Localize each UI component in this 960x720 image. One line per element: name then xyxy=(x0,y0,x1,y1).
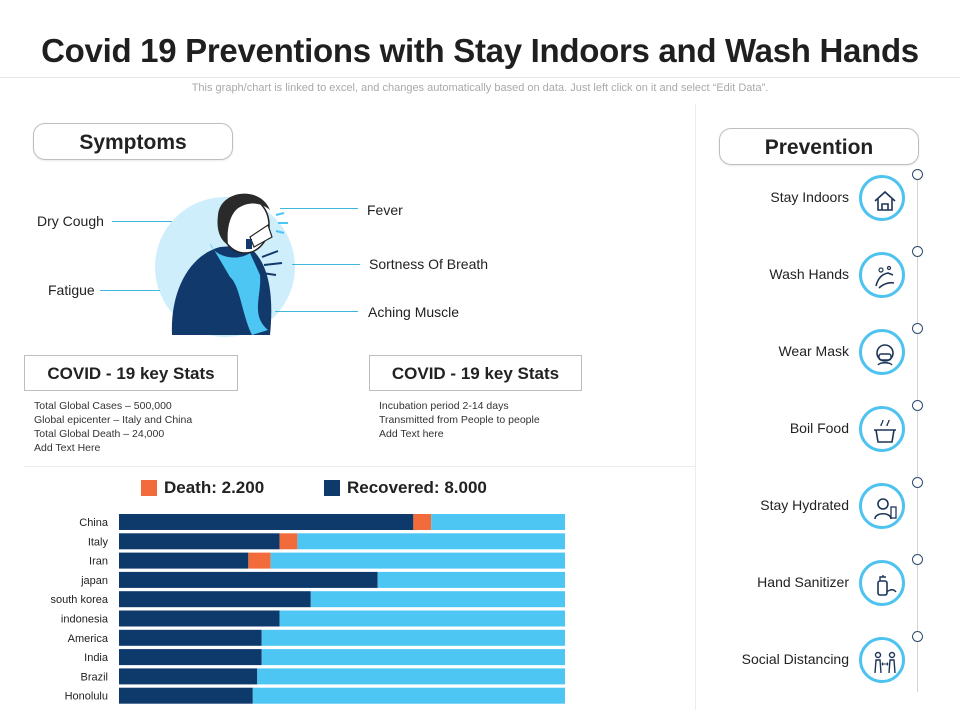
category-label: China xyxy=(79,517,109,529)
prevention-item-label: Boil Food xyxy=(789,420,849,436)
hydrated-icon xyxy=(874,498,897,520)
timeline-dot xyxy=(912,554,923,565)
connector-fever xyxy=(280,208,358,209)
bar-recovered xyxy=(119,591,311,608)
timeline-dot xyxy=(912,400,923,411)
category-label: Italy xyxy=(88,536,109,548)
sanitizer-icon xyxy=(877,575,897,596)
bar-death xyxy=(248,552,271,569)
bar-recovered xyxy=(119,533,280,550)
timeline-dot xyxy=(912,169,923,180)
symptom-muscle: Aching Muscle xyxy=(368,304,460,320)
bar-other xyxy=(377,571,565,588)
page-subtitle: This graph/chart is linked to excel, and… xyxy=(191,82,769,94)
category-label: south korea xyxy=(51,594,109,606)
bar-other xyxy=(310,591,565,608)
prevention-icon-circle xyxy=(859,483,905,529)
bar-death xyxy=(279,533,298,550)
section-divider-horizontal xyxy=(24,466,696,467)
stats-right-line: Incubation period 2-14 days xyxy=(379,400,509,412)
bar-recovered xyxy=(119,571,378,588)
bar-other xyxy=(431,514,565,530)
prevention-item-label: Wash Hands xyxy=(769,266,849,282)
legend-death-swatch xyxy=(141,480,157,496)
prevention-icon-circle xyxy=(859,637,905,683)
bar-recovered xyxy=(119,649,262,666)
prevention-item-label: Stay Hydrated xyxy=(760,497,849,513)
prevention-icon-circle xyxy=(859,175,905,221)
stats-left-text: Total Global Cases – 500,000 Global epic… xyxy=(34,399,192,455)
stats-left-line: Global epicenter – Italy and China xyxy=(34,414,193,426)
prevention-timeline xyxy=(917,180,918,692)
legend-death: Death: 2.200 xyxy=(141,478,264,498)
connector-dry-cough xyxy=(112,221,172,222)
mask-icon xyxy=(876,344,894,366)
title-divider xyxy=(0,77,960,78)
prevention-icon-circle xyxy=(859,406,905,452)
legend-death-label: Death: 2.200 xyxy=(164,478,265,497)
pot-icon xyxy=(874,419,896,443)
house-icon xyxy=(874,190,896,211)
bar-other xyxy=(297,533,565,550)
stats-right-line: Transmitted from People to people xyxy=(379,414,540,426)
prevention-icon-circle xyxy=(859,252,905,298)
bar-death xyxy=(413,514,432,530)
prevention-icon-circle xyxy=(859,560,905,606)
bar-recovered xyxy=(119,514,414,530)
connector-muscle xyxy=(275,311,358,312)
stats-left-heading: COVID - 19 key Stats xyxy=(24,355,238,391)
section-divider-vertical xyxy=(695,104,696,710)
connector-fatigue xyxy=(100,290,160,291)
category-label: India xyxy=(84,652,109,664)
prevention-item-label: Social Distancing xyxy=(741,651,849,667)
sick-person-illustration xyxy=(155,193,295,337)
category-label: indonesia xyxy=(61,614,109,626)
category-label: Brazil xyxy=(80,671,108,683)
bar-other xyxy=(279,610,565,627)
bar-other xyxy=(261,649,565,666)
category-label: japan xyxy=(80,575,108,587)
stats-left-line: Total Global Cases – 500,000 xyxy=(34,400,172,412)
symptom-breath: Sortness Of Breath xyxy=(369,256,489,272)
stats-right-heading: COVID - 19 key Stats xyxy=(369,355,582,391)
timeline-dot xyxy=(912,631,923,642)
bar-other xyxy=(257,668,565,685)
category-label: Iran xyxy=(89,556,108,568)
timeline-dot xyxy=(912,323,923,334)
timeline-dot xyxy=(912,246,923,257)
symptom-fever: Fever xyxy=(367,202,403,218)
page-title: Covid 19 Preventions with Stay Indoors a… xyxy=(41,32,919,69)
prevention-item-label: Hand Sanitizer xyxy=(757,574,849,590)
category-label: America xyxy=(68,633,109,645)
prevention-item-label: Wear Mask xyxy=(778,343,849,359)
legend-recovered-label: Recovered: 8.000 xyxy=(347,478,487,497)
hand-wash-icon xyxy=(875,265,895,289)
bar-other xyxy=(252,687,566,704)
bar-other xyxy=(270,552,565,569)
legend-recovered-swatch xyxy=(324,480,340,496)
legend-recovered: Recovered: 8.000 xyxy=(324,478,487,498)
prevention-icon-circle xyxy=(859,329,905,375)
stats-right-line: Add Text here xyxy=(379,428,444,440)
stats-left-line: Total Global Death – 24,000 xyxy=(34,428,165,440)
symptom-fatigue: Fatigue xyxy=(48,282,95,298)
bar-recovered xyxy=(119,552,249,569)
bar-recovered xyxy=(119,687,253,704)
bar-recovered xyxy=(119,629,262,646)
category-label: Honolulu xyxy=(65,691,108,703)
prevention-heading: Prevention xyxy=(719,128,919,165)
prevention-item-label: Stay Indoors xyxy=(770,189,849,205)
bar-recovered xyxy=(119,610,280,627)
symptoms-heading: Symptoms xyxy=(33,123,233,160)
stats-right-text: Incubation period 2-14 days Transmitted … xyxy=(379,399,540,441)
timeline-dot xyxy=(912,477,923,488)
bar-other xyxy=(261,629,565,646)
stats-left-line: Add Text Here xyxy=(34,442,101,454)
distancing-icon xyxy=(874,651,896,674)
symptom-dry-cough: Dry Cough xyxy=(37,213,104,229)
bar-recovered xyxy=(119,668,258,685)
connector-breath xyxy=(292,264,360,265)
stacked-bar-chart: China Italy Iran japan south korea indonesia A… xyxy=(51,514,566,704)
